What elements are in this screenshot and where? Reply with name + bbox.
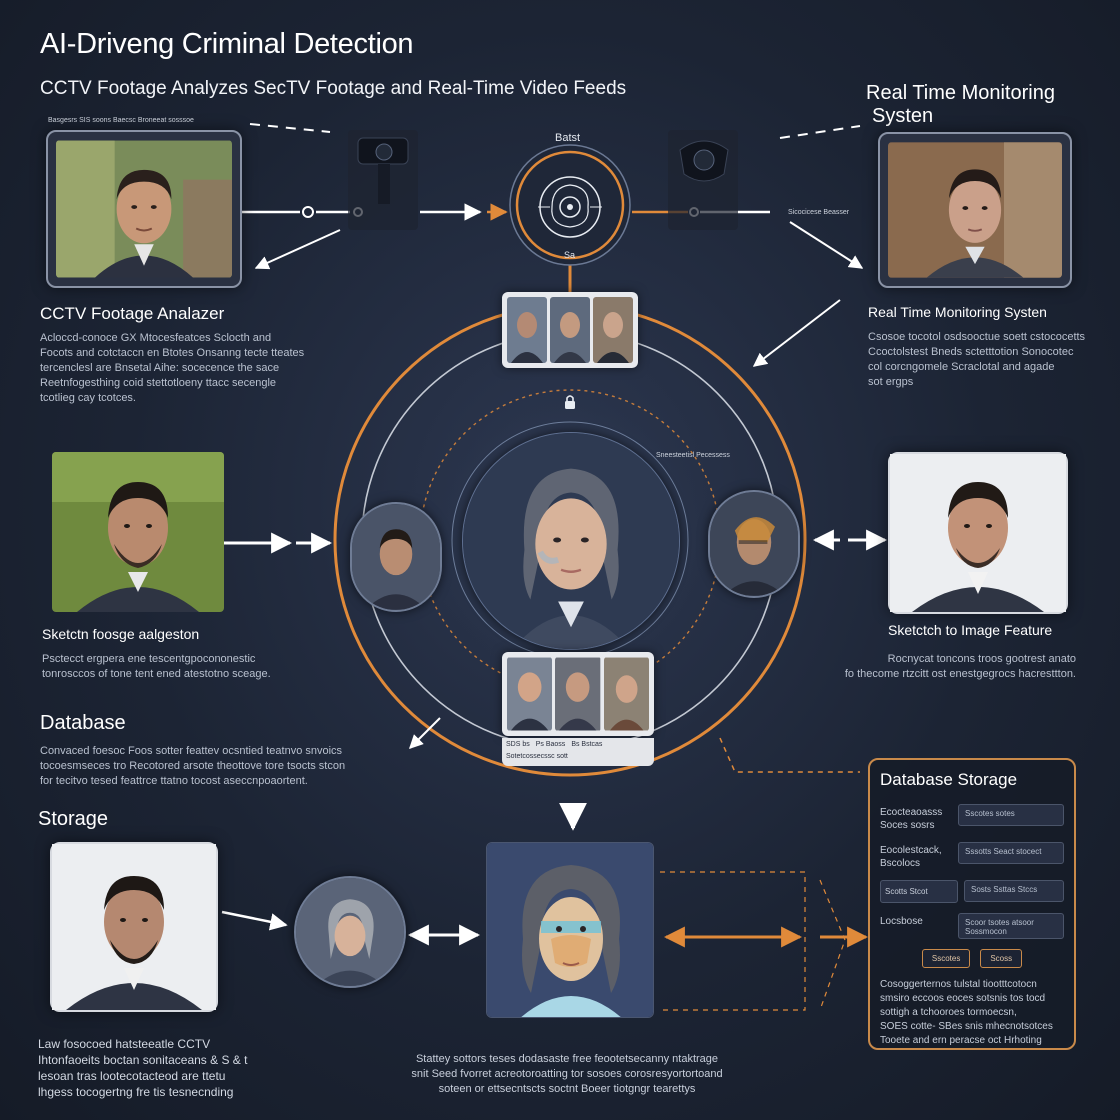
database-heading: Database (40, 712, 126, 734)
match-thumb (507, 657, 553, 731)
match-thumb (593, 297, 633, 363)
db-field[interactable]: Scoor tsotes atsoor Sossmocon (958, 913, 1064, 939)
top-match-strip[interactable] (502, 292, 638, 368)
database-description: Convaced foesoc Foos sotter feattev ocsn… (40, 745, 346, 787)
cctv-description: Acloccd-conoce GX Mtocesfeatces Sclocth … (40, 332, 305, 404)
left-match-node[interactable] (350, 502, 442, 612)
db-field[interactable]: Sssotts Seact stocect (958, 842, 1064, 864)
center-bottom-description: Stattey sottors teses dodasaste free feo… (411, 1053, 723, 1095)
cctv-input-frame[interactable] (46, 130, 242, 288)
sketch-input-photo[interactable] (52, 452, 224, 612)
bottom-strip-captions: SDS bs Ps Baoss Bs Bstcas Sotetcossecssc… (502, 738, 654, 766)
hub-label-top: Batst (555, 132, 581, 144)
bottom-match-strip[interactable] (502, 652, 654, 736)
storage-match-node[interactable] (294, 876, 406, 988)
storage-description: Law fosocoed hatsteeatle CCTV Ihtonfaoei… (38, 1037, 248, 1099)
realtime-heading: Real Time Monitoring Systen (868, 304, 1047, 320)
storage-photo[interactable] (50, 842, 218, 1012)
db-button-primary[interactable]: Sscotes (921, 949, 971, 968)
page-subtitle: CCTV Footage Analyzes SecTV Footage and … (40, 78, 627, 99)
cctv-camera-icon (348, 130, 418, 230)
match-thumb (555, 657, 601, 731)
page-title: AI-Driveng Criminal Detection (40, 28, 414, 60)
db-field[interactable]: Sscotes sotes (958, 804, 1064, 826)
db-button-group: Sscotes Scoss (880, 949, 1064, 968)
sketch-left-description: Psctecct ergpera ene tescentgpocononesti… (42, 653, 271, 680)
central-face-node[interactable] (462, 432, 680, 650)
db-row: Locsbose Scoor tsotes atsoor Sossmocon (880, 913, 1064, 939)
realtime-description: Csosoe tocotol osdsooctue soett cstococe… (868, 331, 1086, 388)
composite-sketch-image[interactable] (486, 842, 654, 1018)
right-match-node[interactable] (708, 490, 800, 598)
db-row: Ecocteaoasss Soces sosrs Sscotes sotes (880, 804, 1064, 832)
match-thumb (603, 657, 649, 731)
realtime-title: Real Time Monitoring Systen (866, 82, 1055, 127)
match-thumb (507, 297, 547, 363)
cctv-heading: CCTV Footage Analazer (40, 304, 225, 323)
lock-icon (565, 395, 575, 409)
top-left-strip-caption: Basgesrs SIS soons Baecsc Broneeat sosss… (48, 117, 194, 124)
sketch-right-heading: Sketctch to Image Feature (888, 622, 1053, 638)
database-storage-panel: Database Storage Ecocteaoasss Soces sosr… (868, 758, 1076, 1050)
realtime-feed-frame[interactable] (878, 132, 1072, 288)
db-row: Scotts Stcot Sosts Ssttas Stccs (880, 880, 1064, 903)
cctv-camera-icon-right (668, 130, 738, 230)
database-storage-title: Database Storage (880, 770, 1018, 789)
storage-heading: Storage (38, 808, 109, 830)
realtime-photo (888, 142, 1062, 278)
sketch-output-photo[interactable] (888, 452, 1068, 614)
hub-label-bottom: Sa (564, 250, 576, 260)
target-brain-icon (538, 176, 602, 238)
ring-annotation: Sneesteetisl Pecessess (656, 452, 730, 459)
suspect-photo (56, 140, 232, 278)
db-field[interactable]: Sosts Ssttas Stccs (964, 880, 1064, 902)
match-thumb (550, 297, 590, 363)
top-right-strip-caption: Sicocicese Beasser (788, 209, 850, 216)
db-row: Eocolestcack, Bscolocs Sssotts Seact sto… (880, 842, 1064, 870)
db-button-secondary[interactable]: Scoss (980, 949, 1023, 968)
sketch-left-heading: Sketctn foosge aalgeston (42, 626, 200, 642)
database-storage-description: Cosoggerternos tulstal tiootttcotocn sms… (880, 979, 1053, 1046)
sketch-right-description: Rocnycat toncons troos gootrest anato fo… (844, 653, 1076, 680)
